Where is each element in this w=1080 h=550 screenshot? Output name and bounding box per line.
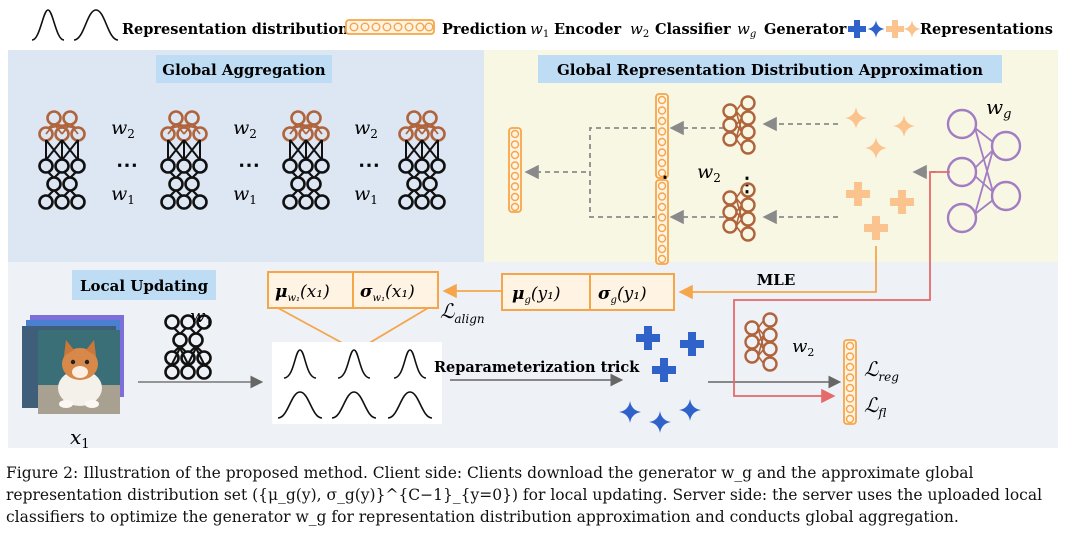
grda-panel xyxy=(484,50,1058,262)
legend-classifier: Classifier xyxy=(655,21,731,38)
global-stats-box: μg(y₁) σg(y₁) xyxy=(501,273,675,311)
method-diagram: Representation distributions Prediction … xyxy=(8,9,1058,452)
representations-icon xyxy=(848,20,921,38)
global-aggregation-title-bg xyxy=(156,55,332,83)
ellipsis-2: ⋯ xyxy=(238,152,260,178)
w1-label-3: w1 xyxy=(354,183,378,207)
w2-label-3: w2 xyxy=(354,117,378,141)
caption-line-3: classifiers to optimize the generator w_… xyxy=(6,508,959,526)
distribution-curve-wide-icon xyxy=(73,9,119,41)
local-stats-box: μw₁(x₁) σw₁(x₁) xyxy=(267,271,439,309)
legend-classifier-symbol: w2 xyxy=(630,20,649,40)
caption-line-1: Figure 2: Illustration of the proposed m… xyxy=(6,464,974,482)
w1-label-1: w1 xyxy=(111,183,135,207)
l-fl-label: ℒfl xyxy=(864,393,886,420)
l-align-label: ℒalign xyxy=(440,299,485,326)
legend-encoder: Encoder xyxy=(554,21,621,38)
mu-g-y1: μg(y₁) xyxy=(512,284,561,306)
client-model-3 xyxy=(282,110,330,210)
sigma-w1-x1: σw₁(x₁) xyxy=(360,282,415,304)
reparam-label: Reparameterization trick xyxy=(434,359,640,376)
prediction-column-bottom xyxy=(655,179,669,265)
legend: Representation distributions Prediction … xyxy=(31,9,1053,41)
input-image-stack xyxy=(22,315,124,414)
local-updating-title: Local Updating xyxy=(80,277,209,295)
aggregated-prediction xyxy=(508,127,522,213)
global-aggregation-title: Global Aggregation xyxy=(162,61,326,79)
local-encoder-lower xyxy=(164,347,212,380)
w1-label-local: w1 xyxy=(190,306,212,329)
cat-image xyxy=(38,330,120,414)
legend-representations: Representations xyxy=(920,21,1053,38)
local-updating-title-bg xyxy=(72,270,216,300)
global-model xyxy=(398,110,446,210)
global-aggregation-panel xyxy=(8,50,484,262)
mle-label: MLE xyxy=(757,271,796,289)
w2-label-grda: w2 xyxy=(697,161,721,185)
prediction-column-top xyxy=(655,93,669,179)
legend-prediction: Prediction xyxy=(442,21,527,38)
grda-title: Global Representation Distribution Appro… xyxy=(557,61,983,79)
l-reg-label: ℒreg xyxy=(864,357,899,384)
w2-label-2: w2 xyxy=(233,117,257,141)
mu-w1-x1: μw₁(x₁) xyxy=(275,282,330,304)
client-model-2 xyxy=(160,110,208,210)
figure-caption: Figure 2: Illustration of the proposed m… xyxy=(6,462,1072,528)
client-model-1 xyxy=(38,110,86,210)
legend-representation-distributions: Representation distributions xyxy=(122,21,357,38)
grda-title-bg xyxy=(538,55,1002,83)
ellipsis-3: ⋯ xyxy=(358,152,380,178)
sigma-g-y1: σg(y₁) xyxy=(598,284,647,306)
w2-label-1: w2 xyxy=(111,117,135,141)
wg-label: wg xyxy=(986,95,1011,122)
legend-generator-symbol: wg xyxy=(737,20,756,40)
legend-encoder-symbol: w1 xyxy=(530,20,549,40)
prediction-icon xyxy=(345,19,435,35)
legend-generator: Generator xyxy=(764,21,847,38)
w1-label-2: w1 xyxy=(233,183,257,207)
local-distributions xyxy=(272,342,442,424)
caption-line-2: representation distribution set ({μ_g(y)… xyxy=(6,486,1043,504)
ellipsis-1: ⋯ xyxy=(116,152,138,178)
local-prediction xyxy=(843,339,857,425)
distribution-curve-icon xyxy=(31,9,65,41)
x1-label: x1 xyxy=(70,425,90,452)
w2-label-local: w2 xyxy=(792,336,814,359)
generator-network xyxy=(946,108,1022,234)
